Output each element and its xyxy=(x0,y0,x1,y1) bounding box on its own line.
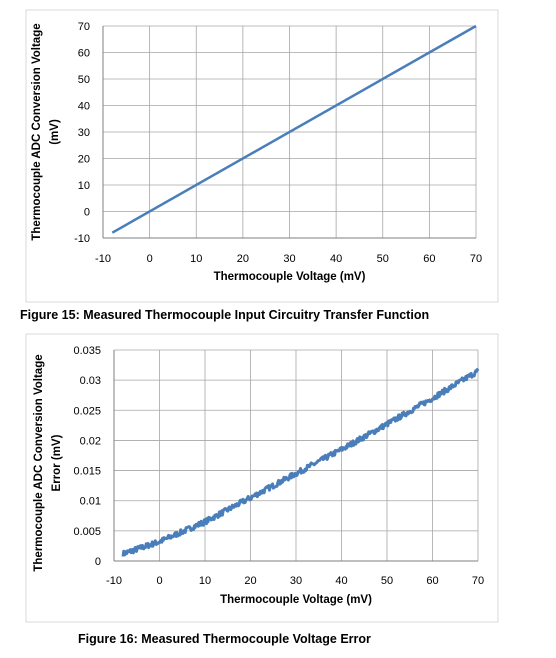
chart-frame xyxy=(25,333,499,623)
x-tick-label: 50 xyxy=(377,253,389,265)
y-tick-label: 0 xyxy=(95,556,101,568)
x-tick-label: -10 xyxy=(95,253,111,265)
y-axis-title-line-1: Thermocouple ADC Conversion Voltage xyxy=(31,23,43,240)
y-tick-label: 40 xyxy=(78,101,90,113)
y-axis-title-line-2: (mV) xyxy=(49,119,61,145)
x-tick-label: 40 xyxy=(335,575,347,587)
chart-frame xyxy=(25,9,499,303)
y-tick-label: 20 xyxy=(78,154,90,166)
x-tick-label: 30 xyxy=(290,575,302,587)
x-tick-label: 10 xyxy=(190,253,202,265)
x-axis-title: Thermocouple Voltage (mV) xyxy=(220,594,372,606)
x-tick-label: 70 xyxy=(470,253,482,265)
x-tick-label: 0 xyxy=(156,575,162,587)
y-tick-label: 0.035 xyxy=(73,345,101,357)
x-tick-label: 0 xyxy=(147,253,153,265)
x-tick-label: 40 xyxy=(330,253,342,265)
y-tick-label: 50 xyxy=(78,74,90,86)
y-tick-label: 0.03 xyxy=(80,375,101,387)
x-tick-label: 50 xyxy=(381,575,393,587)
y-tick-label: 30 xyxy=(78,127,90,139)
y-tick-label: -10 xyxy=(74,233,90,245)
y-tick-label: 0 xyxy=(84,207,90,219)
x-tick-label: 20 xyxy=(237,253,249,265)
y-axis-title-line-2: Error (mV) xyxy=(51,434,63,491)
y-tick-label: 0.025 xyxy=(73,405,101,417)
y-tick-label: 0.005 xyxy=(73,526,101,538)
figure-16-caption: Figure 16: Measured Thermocouple Voltage… xyxy=(78,632,371,646)
y-tick-label: 70 xyxy=(78,21,90,33)
x-tick-label: -10 xyxy=(106,575,122,587)
series-line xyxy=(111,24,477,234)
y-tick-label: 0.015 xyxy=(73,466,101,478)
y-tick-label: 10 xyxy=(78,180,90,192)
x-tick-label: 10 xyxy=(199,575,211,587)
y-axis-title-line-1: Thermocouple ADC Conversion Voltage xyxy=(33,354,45,571)
series-line xyxy=(121,368,480,557)
y-tick-label: 0.02 xyxy=(80,435,101,447)
x-tick-label: 60 xyxy=(426,575,438,587)
x-tick-label: 30 xyxy=(283,253,295,265)
x-tick-label: 60 xyxy=(423,253,435,265)
y-tick-label: 0.01 xyxy=(80,496,101,508)
x-tick-label: 70 xyxy=(472,575,484,587)
figure-15-caption: Figure 15: Measured Thermocouple Input C… xyxy=(20,308,430,322)
x-axis-title: Thermocouple Voltage (mV) xyxy=(214,271,366,283)
y-tick-label: 60 xyxy=(78,48,90,60)
voltage-error-chart: -10 0 10 20 30 40 50 60 70 0 0.005 0.01 0.015 0.02 0.0… xyxy=(25,333,499,623)
x-tick-label: 20 xyxy=(244,575,256,587)
transfer-function-chart: -10 0 10 20 30 40 50 60 70 -10 0 10 20 30 40 50 60 70 Ther… xyxy=(25,9,499,303)
